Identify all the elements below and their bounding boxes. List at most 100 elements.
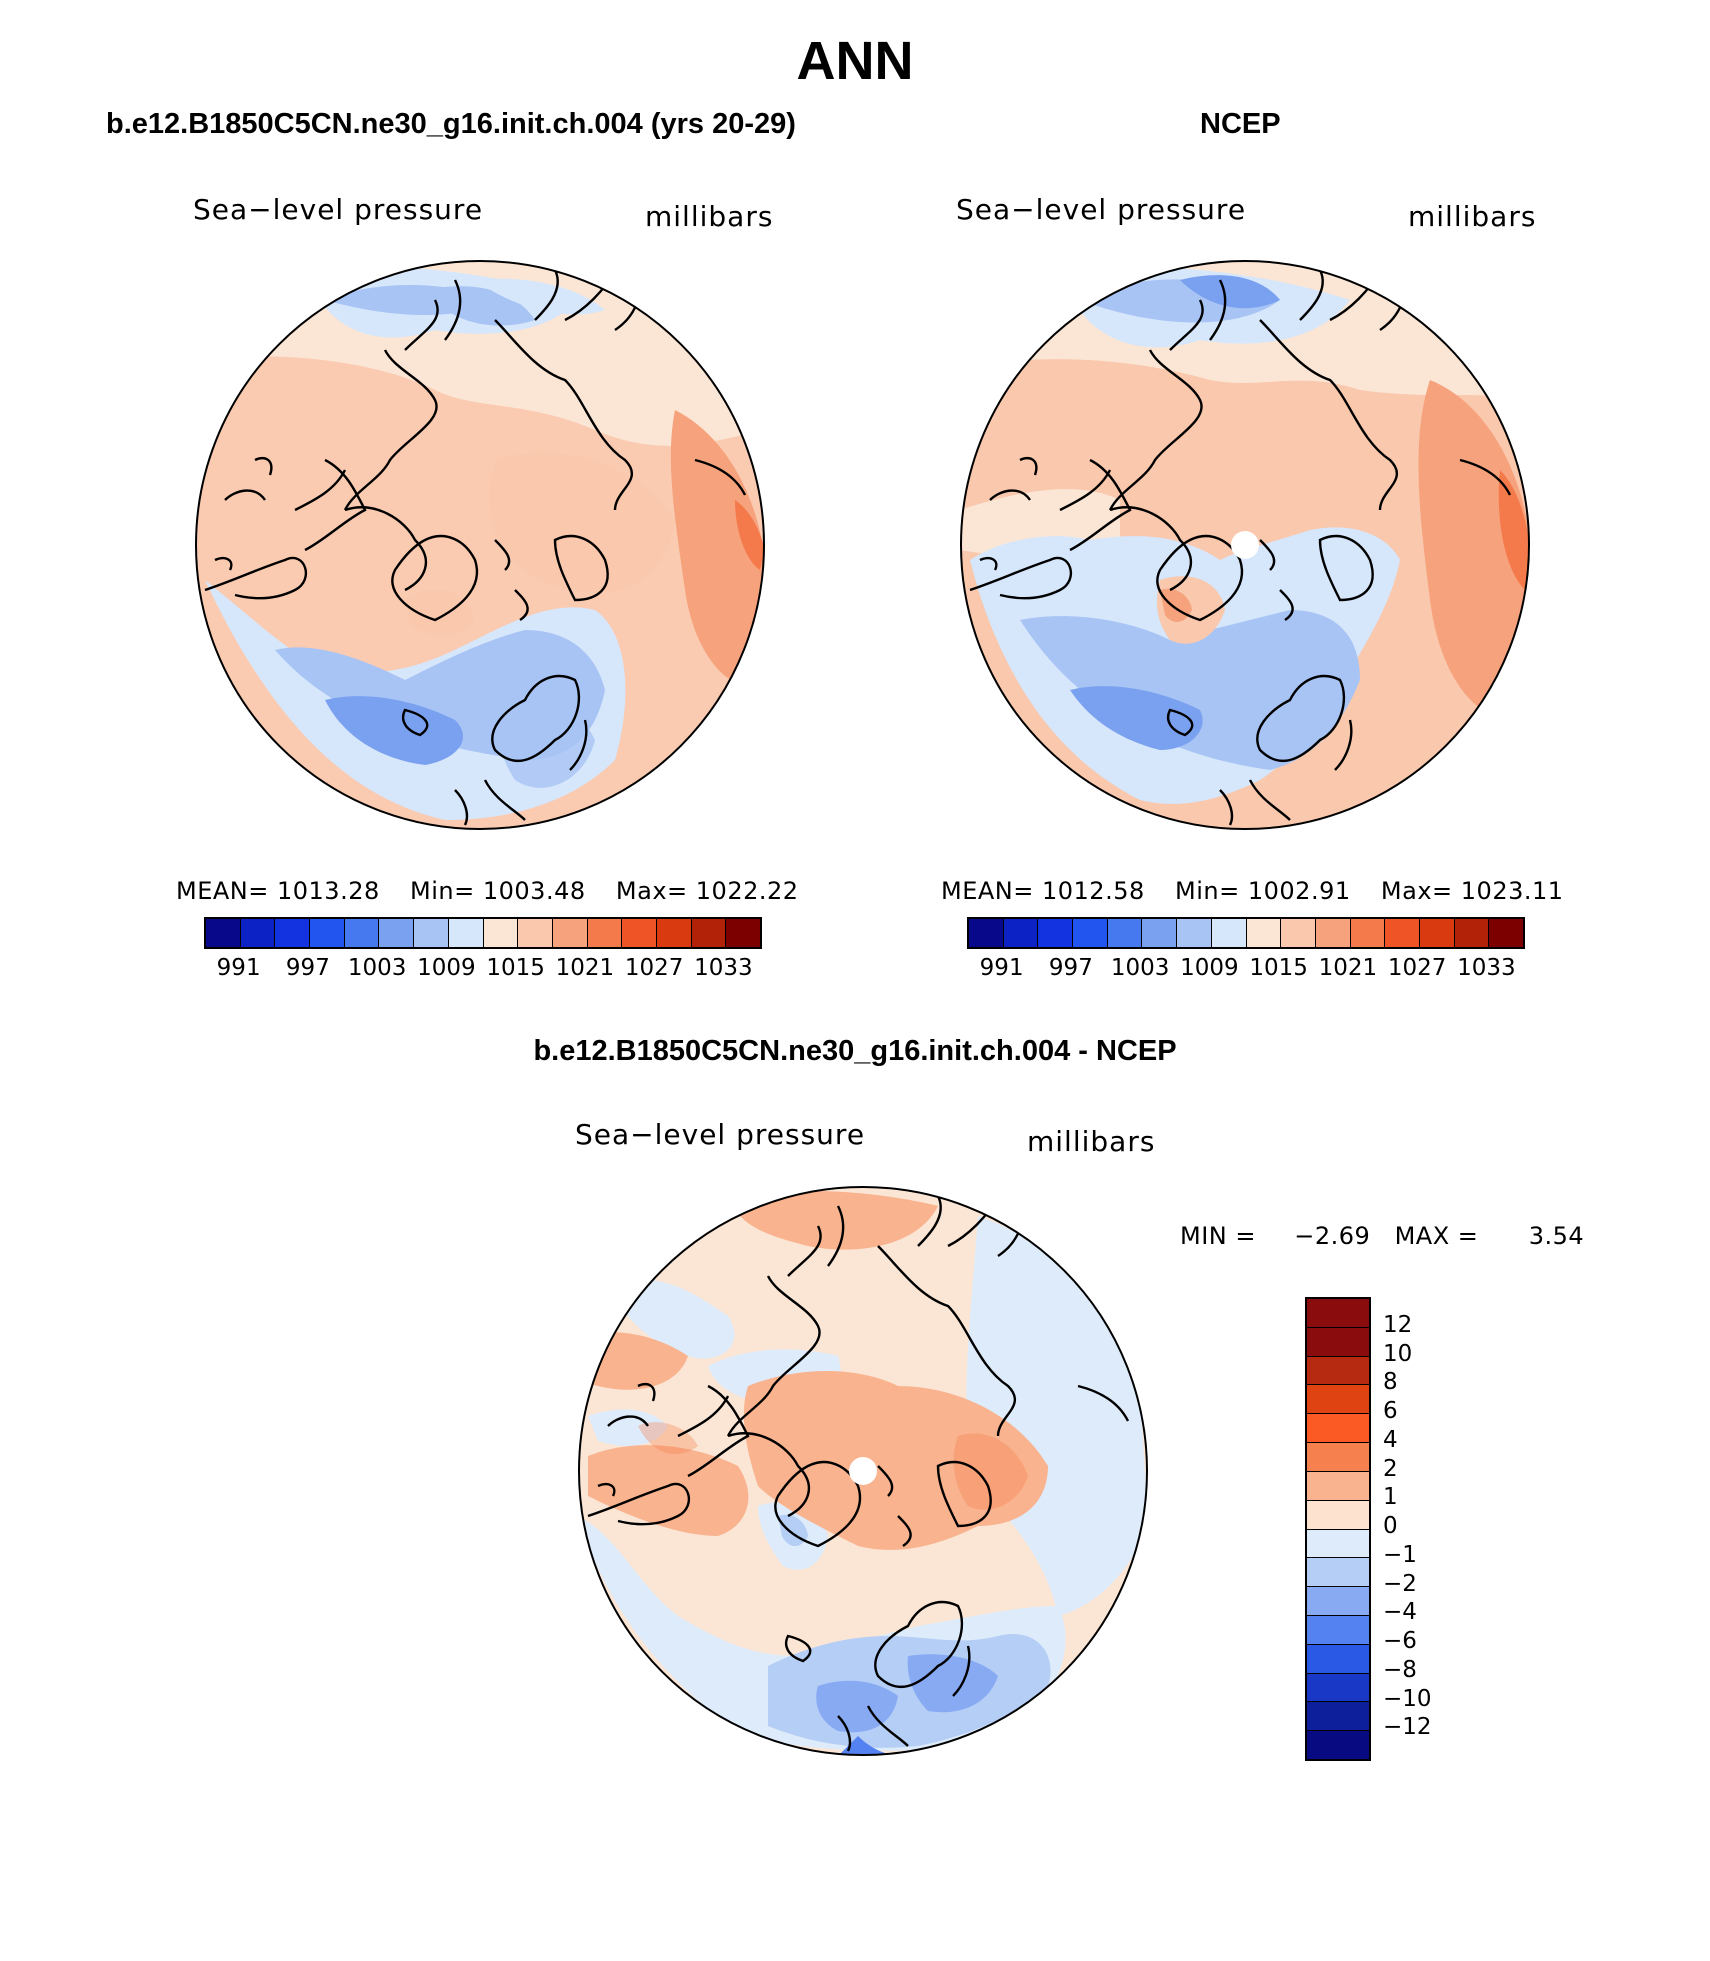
- obs-units-label: millibars: [1408, 200, 1537, 233]
- colorbar-swatch: [1281, 919, 1316, 947]
- model-colorbar: [204, 917, 762, 949]
- colorbar-tick-label: −1: [1383, 1541, 1417, 1568]
- colorbar-tick-label: 1: [1383, 1484, 1398, 1511]
- colorbar-swatch: [1307, 1644, 1369, 1674]
- diff-max-label: MAX =: [1394, 1222, 1479, 1250]
- colorbar-tick-label: 991: [216, 955, 261, 981]
- colorbar-swatch: [1307, 1443, 1369, 1472]
- colorbar-swatch: [1073, 919, 1108, 947]
- colorbar-tick-label: 1027: [1387, 955, 1447, 981]
- colorbar-tick-label: 10: [1383, 1340, 1413, 1367]
- diff-min-label: MIN =: [1180, 1222, 1256, 1250]
- colorbar-swatch: [1350, 919, 1386, 947]
- colorbar-tick-label: −12: [1383, 1714, 1432, 1741]
- colorbar-swatch: [1307, 1558, 1369, 1588]
- colorbar-swatch: [622, 919, 657, 947]
- model-panel-title: b.e12.B1850C5CN.ne30_g16.init.ch.004 (yr…: [106, 108, 796, 140]
- colorbar-tick-label: 4: [1383, 1426, 1398, 1453]
- model-polar-map: [195, 260, 765, 830]
- colorbar-tick-label: 1033: [1457, 955, 1516, 981]
- colorbar-tick-label: −10: [1383, 1685, 1432, 1712]
- obs-mean-value: 1012.58: [1042, 877, 1145, 905]
- colorbar-tick-label: 1027: [624, 955, 684, 981]
- colorbar-swatch: [379, 919, 415, 947]
- diff-panel-title: b.e12.B1850C5CN.ne30_g16.init.ch.004 - N…: [533, 1035, 1177, 1067]
- model-units-label: millibars: [645, 200, 774, 233]
- colorbar-tick-label: 1003: [1110, 955, 1170, 981]
- colorbar-tick-label: 1021: [555, 955, 615, 981]
- colorbar-tick-label: 1003: [347, 955, 407, 981]
- colorbar-swatch: [1307, 1385, 1369, 1415]
- model-variable-label: Sea−level pressure: [193, 193, 484, 226]
- colorbar-swatch: [1038, 919, 1074, 947]
- colorbar-tick-label: 1015: [1249, 955, 1308, 981]
- diff-units-label: millibars: [1027, 1125, 1156, 1158]
- colorbar-tick-label: 1021: [1318, 955, 1378, 981]
- colorbar-swatch: [1307, 1529, 1369, 1559]
- colorbar-tick-label: 997: [285, 955, 330, 981]
- obs-colorbar: [967, 917, 1525, 949]
- colorbar-swatch: [1307, 1471, 1369, 1501]
- diff-variable-label: Sea−level pressure: [575, 1118, 866, 1151]
- obs-mean-label: MEAN=: [941, 877, 1034, 905]
- model-min-label: Min=: [410, 877, 475, 905]
- colorbar-swatch: [414, 919, 449, 947]
- colorbar-swatch: [518, 919, 553, 947]
- colorbar-swatch: [1307, 1414, 1369, 1444]
- obs-min-label: Min=: [1175, 877, 1240, 905]
- colorbar-swatch: [552, 919, 588, 947]
- colorbar-swatch: [240, 919, 276, 947]
- colorbar-tick-label: 8: [1383, 1369, 1398, 1396]
- colorbar-swatch: [587, 919, 623, 947]
- colorbar-tick-label: −2: [1383, 1570, 1417, 1597]
- colorbar-swatch: [1307, 1299, 1369, 1328]
- colorbar-swatch: [656, 919, 692, 947]
- colorbar-swatch: [1307, 1500, 1369, 1530]
- colorbar-swatch: [344, 919, 380, 947]
- colorbar-swatch: [1003, 919, 1039, 947]
- colorbar-tick-label: 1033: [694, 955, 753, 981]
- colorbar-tick-label: 0: [1383, 1513, 1398, 1539]
- colorbar-tick-label: −8: [1383, 1656, 1417, 1683]
- colorbar-swatch: [310, 919, 345, 947]
- diff-max-value: 3.54: [1528, 1222, 1585, 1250]
- colorbar-swatch: [1315, 919, 1351, 947]
- colorbar-swatch: [1385, 919, 1420, 947]
- model-min-value: 1003.48: [482, 877, 586, 905]
- colorbar-tick-label: −4: [1383, 1599, 1417, 1626]
- obs-stats: MEAN= 1012.58 Min= 1002.91 Max= 1023.11: [941, 877, 1564, 905]
- obs-polar-map: [960, 260, 1530, 830]
- model-max-value: 1022.22: [695, 877, 799, 905]
- colorbar-swatch: [1307, 1587, 1369, 1616]
- diff-polar-map: [578, 1186, 1148, 1756]
- colorbar-swatch: [1177, 919, 1212, 947]
- colorbar-tick-label: 997: [1048, 955, 1093, 981]
- colorbar-swatch: [1307, 1615, 1369, 1645]
- obs-max-label: Max=: [1380, 877, 1453, 905]
- colorbar-tick-label: 2: [1383, 1455, 1398, 1482]
- obs-pole-missing-marker: [1231, 531, 1259, 559]
- obs-variable-label: Sea−level pressure: [956, 193, 1247, 226]
- colorbar-tick-label: 1009: [1180, 955, 1239, 981]
- colorbar-swatch: [1307, 1673, 1369, 1703]
- colorbar-swatch: [483, 919, 519, 947]
- diff-colorbar: [1305, 1297, 1371, 1761]
- colorbar-swatch: [1307, 1731, 1369, 1759]
- colorbar-swatch: [726, 919, 760, 947]
- diff-pole-missing-marker: [849, 1457, 877, 1485]
- colorbar-swatch: [1454, 919, 1490, 947]
- diff-min-value: −2.69: [1294, 1222, 1371, 1250]
- colorbar-tick-label: 1015: [486, 955, 545, 981]
- colorbar-swatch: [1307, 1702, 1369, 1732]
- main-title: ANN: [796, 31, 914, 91]
- colorbar-swatch: [1419, 919, 1455, 947]
- colorbar-tick-label: −6: [1383, 1628, 1417, 1654]
- colorbar-swatch: [1307, 1356, 1369, 1386]
- obs-panel-title: NCEP: [1200, 108, 1281, 140]
- diff-stats: MIN = −2.69 MAX = 3.54: [1180, 1222, 1584, 1250]
- colorbar-swatch: [1489, 919, 1523, 947]
- model-stats: MEAN= 1013.28 Min= 1003.48 Max= 1022.22: [176, 877, 799, 905]
- obs-max-value: 1023.11: [1460, 877, 1564, 905]
- colorbar-tick-label: 991: [979, 955, 1024, 981]
- colorbar-tick-label: 12: [1383, 1311, 1413, 1338]
